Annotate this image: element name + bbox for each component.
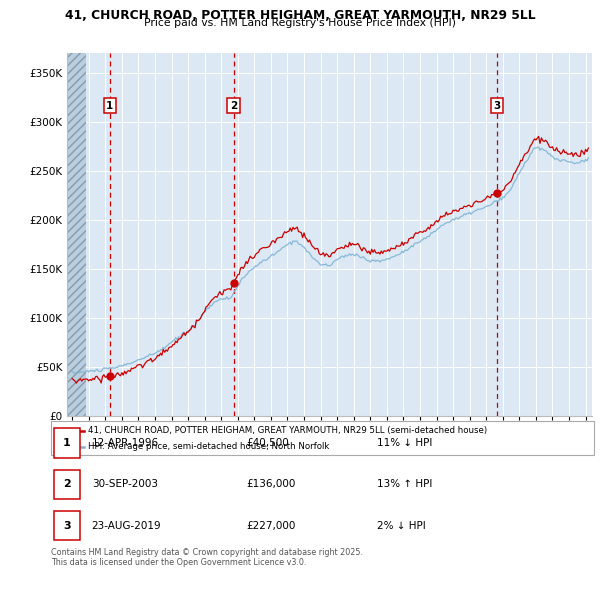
- Text: Price paid vs. HM Land Registry's House Price Index (HPI): Price paid vs. HM Land Registry's House …: [144, 18, 456, 28]
- Text: Contains HM Land Registry data © Crown copyright and database right 2025.
This d: Contains HM Land Registry data © Crown c…: [51, 548, 363, 567]
- Text: 13% ↑ HPI: 13% ↑ HPI: [377, 480, 432, 489]
- Text: 1: 1: [106, 101, 113, 111]
- FancyBboxPatch shape: [54, 511, 80, 540]
- FancyBboxPatch shape: [54, 428, 80, 458]
- Text: £227,000: £227,000: [247, 521, 296, 530]
- Text: 2% ↓ HPI: 2% ↓ HPI: [377, 521, 425, 530]
- Text: £40,500: £40,500: [247, 438, 289, 448]
- FancyBboxPatch shape: [54, 470, 80, 499]
- FancyBboxPatch shape: [51, 421, 594, 455]
- Text: 41, CHURCH ROAD, POTTER HEIGHAM, GREAT YARMOUTH, NR29 5LL: 41, CHURCH ROAD, POTTER HEIGHAM, GREAT Y…: [65, 9, 535, 22]
- Text: 1: 1: [63, 438, 71, 448]
- Text: 12-APR-1996: 12-APR-1996: [92, 438, 159, 448]
- Text: 30-SEP-2003: 30-SEP-2003: [92, 480, 158, 489]
- Text: £136,000: £136,000: [247, 480, 296, 489]
- Text: 23-AUG-2019: 23-AUG-2019: [92, 521, 161, 530]
- Text: 3: 3: [63, 521, 71, 530]
- Text: 2: 2: [230, 101, 237, 111]
- Bar: [67, 53, 86, 416]
- Text: 2: 2: [63, 480, 71, 489]
- Text: 41, CHURCH ROAD, POTTER HEIGHAM, GREAT YARMOUTH, NR29 5LL (semi-detached house): 41, CHURCH ROAD, POTTER HEIGHAM, GREAT Y…: [88, 427, 487, 435]
- Text: 11% ↓ HPI: 11% ↓ HPI: [377, 438, 432, 448]
- Text: 3: 3: [493, 101, 500, 111]
- Text: HPI: Average price, semi-detached house, North Norfolk: HPI: Average price, semi-detached house,…: [88, 442, 329, 451]
